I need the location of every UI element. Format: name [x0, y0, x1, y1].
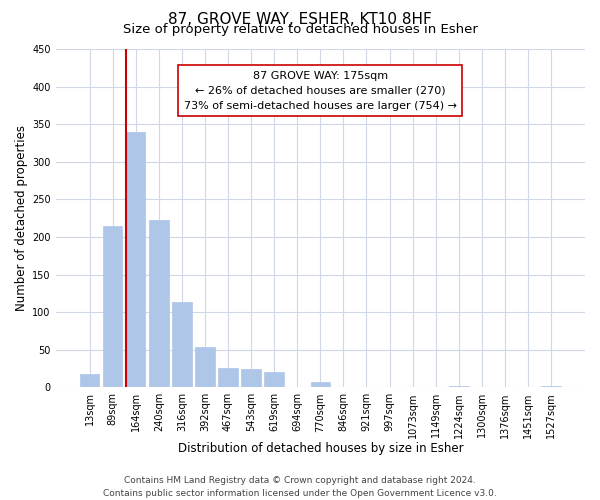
Bar [311, 382, 330, 388]
Text: 87 GROVE WAY: 175sqm
← 26% of detached houses are smaller (270)
73% of semi-deta: 87 GROVE WAY: 175sqm ← 26% of detached h… [184, 71, 457, 110]
Bar [241, 368, 261, 388]
Bar [218, 368, 238, 388]
Bar [126, 132, 145, 388]
Y-axis label: Number of detached properties: Number of detached properties [15, 125, 28, 311]
Bar [541, 386, 561, 388]
Bar [172, 302, 191, 388]
Bar [80, 374, 100, 388]
Bar [103, 226, 122, 388]
Text: Contains HM Land Registry data © Crown copyright and database right 2024.
Contai: Contains HM Land Registry data © Crown c… [103, 476, 497, 498]
Bar [195, 348, 215, 388]
Bar [265, 372, 284, 388]
Bar [149, 220, 169, 388]
X-axis label: Distribution of detached houses by size in Esher: Distribution of detached houses by size … [178, 442, 463, 455]
Text: 87, GROVE WAY, ESHER, KT10 8HF: 87, GROVE WAY, ESHER, KT10 8HF [168, 12, 432, 28]
Text: Size of property relative to detached houses in Esher: Size of property relative to detached ho… [122, 22, 478, 36]
Bar [449, 386, 469, 388]
